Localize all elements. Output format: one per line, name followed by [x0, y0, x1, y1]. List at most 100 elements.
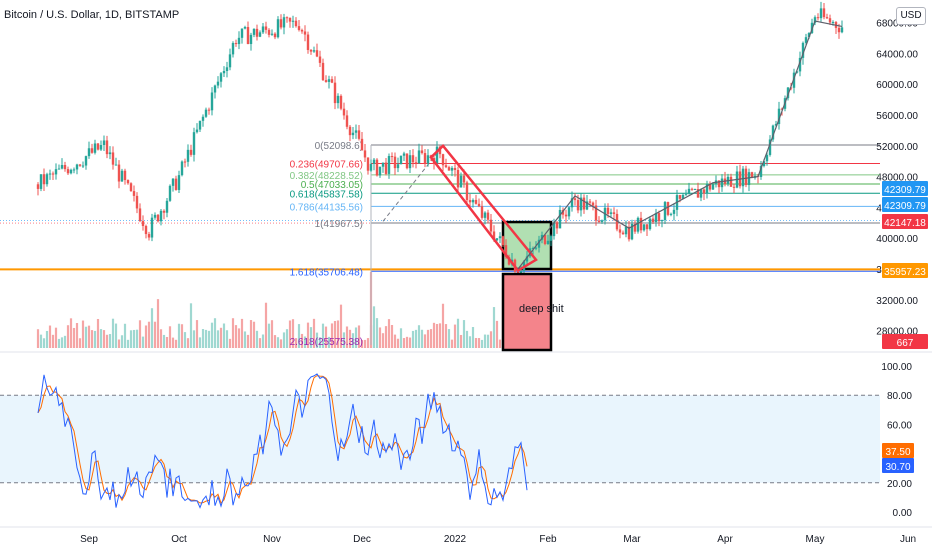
candle-body — [54, 169, 58, 175]
volume-bar — [483, 334, 487, 348]
candle-body — [267, 29, 271, 35]
candle-body — [717, 180, 721, 188]
price-axis-label — [882, 334, 928, 349]
candle-body — [96, 143, 100, 150]
candle-body — [162, 210, 166, 213]
volume-bar — [471, 327, 475, 348]
candle-body — [672, 209, 676, 214]
volume-bar — [153, 321, 157, 348]
volume-bar — [243, 331, 247, 348]
candle-body — [165, 200, 169, 213]
volume-bar — [438, 323, 442, 348]
price-tick-label: 56000.00 — [876, 111, 918, 122]
candle-body — [462, 175, 466, 183]
oscillator-tick-label: 0.00 — [893, 508, 913, 519]
candle-body — [501, 236, 505, 246]
candle-body — [129, 183, 133, 192]
candle-body — [273, 33, 277, 38]
time-tick-label: Feb — [539, 534, 557, 545]
volume-bar — [429, 329, 433, 348]
price-tick-label: 60000.00 — [876, 80, 918, 91]
candle-body — [768, 139, 772, 155]
candle-body — [237, 37, 241, 45]
candle-body — [792, 72, 796, 88]
candle-body — [651, 218, 655, 222]
candle-body — [420, 150, 424, 154]
candle-body — [261, 26, 265, 33]
candle-body — [357, 130, 361, 139]
candle-body — [249, 34, 253, 45]
candle-body — [543, 234, 547, 245]
volume-bar — [66, 325, 70, 348]
fib-label: 1(41967.5) — [315, 219, 363, 230]
volume-bar — [57, 338, 61, 348]
candle-body — [216, 81, 220, 86]
candle-body — [570, 198, 574, 208]
candle-body — [81, 165, 85, 167]
candle-body — [648, 218, 652, 230]
candle-body — [288, 17, 292, 22]
candle-body — [684, 194, 688, 196]
volume-bar — [75, 322, 79, 348]
candle-body — [633, 223, 637, 232]
candle-body — [93, 143, 97, 153]
currency-button[interactable]: USD — [896, 7, 926, 25]
oscillator-tick-label: 60.00 — [887, 420, 912, 431]
candle-body — [588, 201, 592, 203]
time-tick-label: Jun — [900, 534, 916, 545]
candle-body — [705, 183, 709, 194]
candle-body — [72, 169, 76, 171]
candle-body — [351, 132, 355, 136]
price-tick-label: 28000.00 — [876, 327, 918, 338]
volume-bar — [258, 338, 262, 348]
candle-body — [621, 232, 625, 235]
candle-body — [120, 170, 124, 182]
volume-bar — [432, 322, 436, 348]
volume-bar — [375, 318, 379, 348]
candle-body — [363, 150, 367, 158]
volume-bar — [261, 334, 265, 348]
volume-bar — [477, 338, 481, 348]
volume-bar — [195, 320, 199, 348]
candle-body — [660, 220, 664, 222]
candle-body — [552, 222, 556, 237]
candle-body — [837, 27, 841, 33]
candle-body — [282, 17, 286, 28]
volume-bar — [183, 332, 187, 348]
volume-bar — [210, 322, 214, 348]
oscillator-tick-label: 100.00 — [881, 362, 912, 373]
candle-body — [711, 184, 715, 190]
time-tick-label: Mar — [623, 534, 641, 545]
oscillator-value-label — [882, 458, 914, 473]
volume-bar — [264, 302, 268, 348]
volume-bar — [498, 339, 502, 348]
volume-bar — [228, 338, 232, 348]
volume-bar — [120, 335, 124, 348]
volume-bar — [201, 329, 205, 348]
candle-body — [708, 183, 712, 190]
volume-bar — [294, 338, 298, 348]
oscillator-tick-label: 80.00 — [887, 391, 912, 402]
candle-body — [597, 220, 601, 222]
candle-body — [555, 222, 559, 229]
candle-body — [534, 247, 538, 249]
volume-bar — [312, 318, 316, 348]
volume-bar — [165, 336, 169, 348]
candle-body — [117, 164, 121, 182]
candle-body — [240, 28, 244, 38]
candle-body — [777, 108, 781, 125]
candle-body — [324, 80, 328, 82]
candle-body — [186, 149, 190, 162]
candle-body — [111, 152, 115, 165]
volume-bar — [426, 329, 430, 348]
volume-bar — [123, 323, 127, 348]
candle-body — [114, 164, 118, 166]
volume-bar — [330, 323, 334, 348]
price-axis-label — [882, 214, 928, 229]
volume-bar — [90, 330, 94, 348]
candle-body — [819, 8, 823, 19]
fib-label: 0.618(45837.58) — [290, 189, 363, 200]
candle-body — [354, 130, 358, 133]
candle-body — [84, 156, 88, 166]
